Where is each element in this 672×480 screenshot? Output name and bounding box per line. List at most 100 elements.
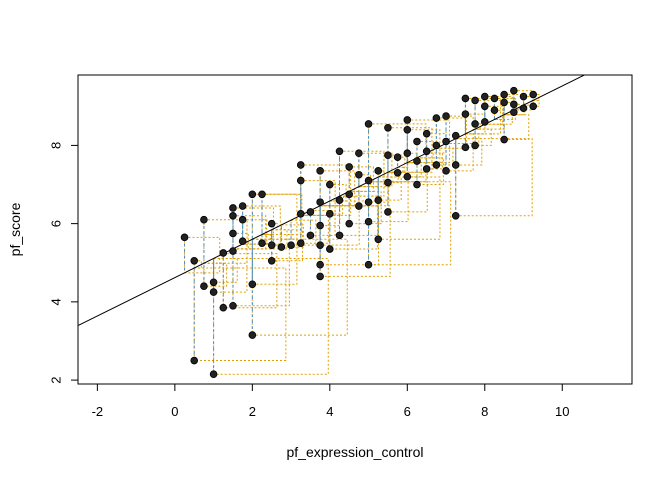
residual-square	[503, 114, 530, 141]
data-point	[219, 249, 228, 257]
data-point	[422, 129, 431, 138]
regression-line-layer	[78, 75, 586, 326]
data-point	[461, 143, 470, 152]
residual-square	[300, 164, 352, 216]
data-point	[316, 272, 324, 281]
data-point	[326, 180, 334, 189]
y-tick-label: 2	[49, 376, 64, 383]
data-point	[209, 288, 218, 296]
y-tick-label: 8	[49, 142, 64, 149]
y-tick-label: 4	[49, 298, 64, 305]
data-point	[403, 125, 412, 134]
data-point	[287, 241, 295, 249]
x-tick-label: 4	[326, 404, 333, 419]
data-point	[335, 147, 344, 156]
x-tick-label: 10	[555, 404, 569, 419]
y-tick-label: 6	[49, 220, 64, 227]
data-point	[364, 176, 373, 185]
data-point	[519, 104, 528, 113]
data-point	[490, 106, 499, 115]
data-point	[335, 196, 344, 204]
data-point	[248, 190, 257, 199]
data-point	[316, 260, 324, 269]
residual-square	[455, 138, 483, 166]
x-tick-label: 6	[404, 404, 411, 419]
data-point	[296, 176, 305, 185]
data-point	[490, 94, 499, 103]
data-point	[306, 231, 315, 240]
residual-square	[222, 253, 278, 309]
data-point	[190, 356, 199, 365]
residual-square	[280, 224, 304, 248]
data-point	[345, 219, 353, 228]
data-point	[384, 208, 392, 216]
x-tick-label: -2	[92, 404, 104, 419]
data-point	[316, 241, 324, 249]
residual-square	[232, 248, 290, 307]
data-point	[432, 114, 441, 122]
data-point	[422, 147, 431, 156]
data-point	[471, 141, 479, 150]
residual-square	[251, 238, 348, 336]
data-point	[471, 96, 479, 105]
data-point	[209, 370, 218, 379]
data-point	[510, 86, 518, 95]
data-point	[316, 221, 324, 230]
data-point	[442, 137, 450, 146]
data-point	[267, 256, 276, 265]
data-point	[461, 94, 470, 103]
data-point	[384, 124, 392, 132]
data-point	[500, 135, 508, 144]
data-point	[384, 178, 392, 187]
data-point	[296, 239, 305, 247]
data-point	[316, 198, 324, 206]
data-point	[500, 98, 508, 107]
data-point	[413, 157, 421, 165]
data-point	[432, 141, 441, 150]
residual-square	[193, 267, 287, 362]
residual-square	[300, 180, 336, 216]
data-point	[374, 235, 383, 244]
data-point	[296, 210, 305, 218]
data-point	[267, 219, 276, 228]
data-point	[451, 212, 460, 220]
data-point	[480, 92, 489, 101]
residual-square	[251, 193, 298, 240]
data-point	[190, 256, 199, 265]
data-point	[451, 161, 460, 169]
data-point	[355, 202, 363, 210]
x-axis-title: pf_expression_control	[287, 444, 424, 460]
data-point	[510, 108, 518, 116]
data-point	[393, 153, 402, 161]
data-point	[229, 212, 237, 220]
data-point	[345, 163, 353, 171]
data-point	[238, 215, 247, 224]
residual-square	[184, 236, 221, 274]
x-tick-label: 2	[249, 404, 256, 419]
data-point	[471, 120, 479, 128]
data-point	[500, 90, 508, 99]
data-point	[258, 239, 266, 247]
data-point	[229, 247, 237, 255]
data-point	[345, 190, 353, 199]
data-point	[461, 110, 470, 118]
residual-square	[348, 190, 382, 225]
residual-square	[406, 119, 451, 164]
data-point	[180, 233, 189, 242]
residual-square	[339, 150, 385, 197]
residual-square	[213, 257, 238, 283]
data-point	[306, 208, 315, 216]
residual-squares-layer	[184, 90, 540, 375]
data-point	[335, 231, 344, 240]
data-point	[355, 149, 363, 158]
data-point	[432, 161, 441, 169]
data-point	[229, 204, 237, 212]
data-point	[364, 260, 373, 269]
x-tick-label: 8	[481, 404, 488, 419]
data-point	[413, 137, 421, 146]
data-point	[326, 210, 334, 218]
data-point	[200, 215, 208, 224]
residual-square	[213, 257, 329, 375]
data-point	[413, 180, 421, 189]
